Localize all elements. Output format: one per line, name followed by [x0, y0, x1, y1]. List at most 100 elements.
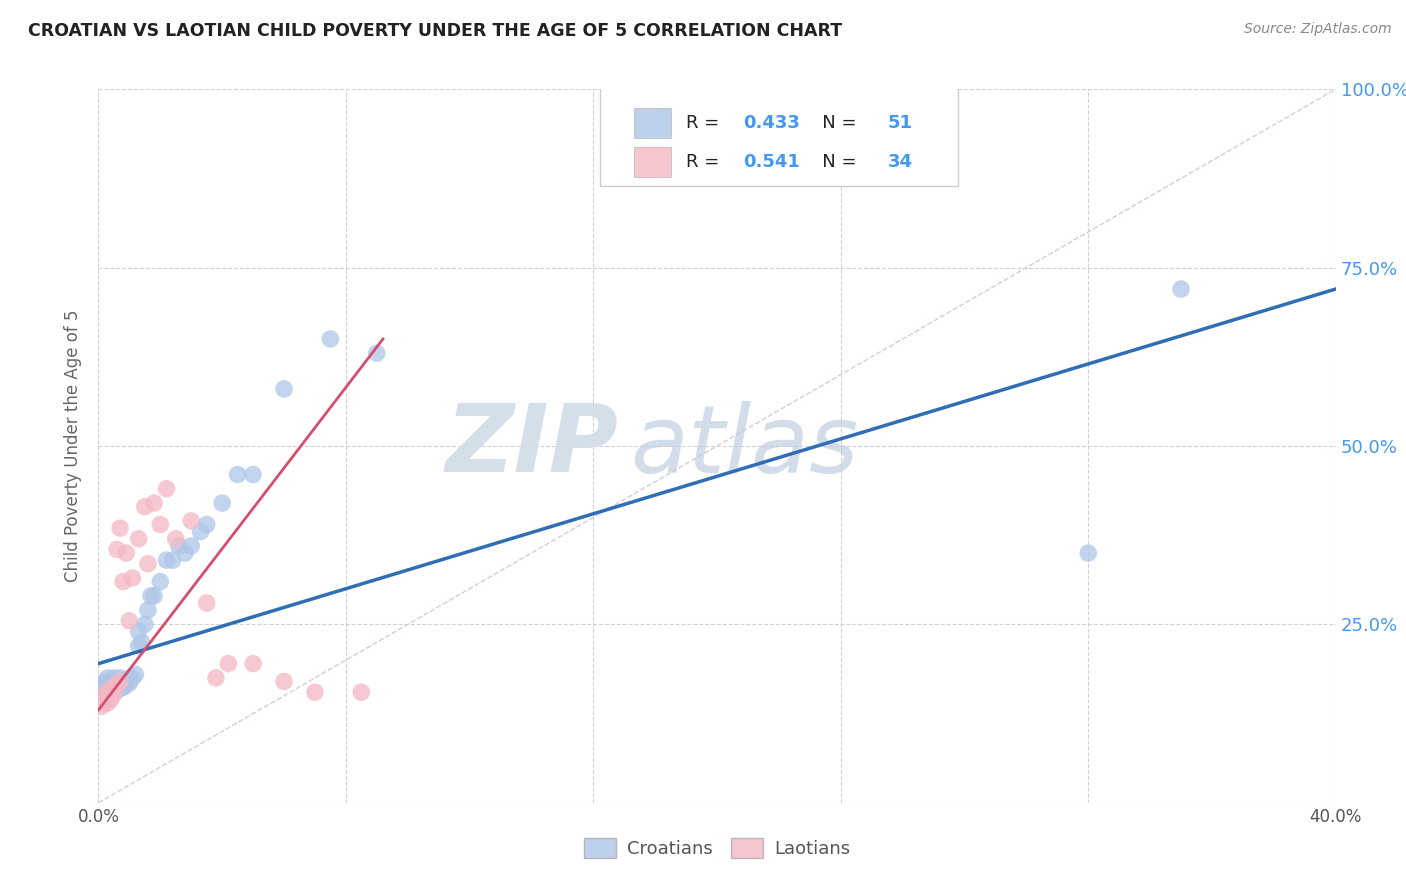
Point: [103, 671, 125, 685]
Point: [100, 685, 122, 699]
Point: [112, 674, 135, 689]
Point: [121, 671, 143, 685]
Point: [143, 496, 166, 510]
Point: [162, 553, 184, 567]
Point: [103, 687, 125, 701]
Point: [108, 521, 131, 535]
Point: [112, 680, 135, 694]
Point: [105, 678, 128, 692]
Text: CROATIAN VS LAOTIAN CHILD POVERTY UNDER THE AGE OF 5 CORRELATION CHART: CROATIAN VS LAOTIAN CHILD POVERTY UNDER …: [28, 22, 842, 40]
Point: [149, 517, 172, 532]
Point: [1170, 282, 1192, 296]
Point: [174, 546, 197, 560]
Point: [217, 657, 239, 671]
Point: [103, 683, 125, 698]
Point: [136, 557, 159, 571]
Point: [128, 639, 150, 653]
Text: N =: N =: [804, 153, 862, 171]
Point: [860, 107, 883, 121]
Point: [118, 676, 141, 690]
Point: [136, 603, 159, 617]
Point: [108, 674, 131, 689]
Point: [167, 539, 190, 553]
Point: [103, 674, 125, 689]
Point: [211, 496, 233, 510]
Point: [93, 696, 115, 710]
Point: [100, 676, 122, 690]
Point: [131, 635, 153, 649]
Point: [134, 500, 156, 514]
Text: N =: N =: [804, 114, 862, 132]
Point: [195, 517, 218, 532]
Point: [100, 681, 122, 696]
Text: R =: R =: [686, 114, 725, 132]
Point: [90, 685, 112, 699]
Point: [128, 532, 150, 546]
Point: [100, 681, 122, 696]
FancyBboxPatch shape: [634, 108, 671, 138]
Point: [93, 687, 115, 701]
Point: [155, 553, 177, 567]
Point: [93, 681, 115, 696]
Point: [90, 692, 112, 706]
Point: [103, 680, 125, 694]
Point: [226, 467, 249, 482]
Point: [205, 671, 228, 685]
Point: [143, 589, 166, 603]
FancyBboxPatch shape: [634, 147, 671, 178]
Point: [180, 514, 202, 528]
Point: [90, 678, 112, 692]
Point: [105, 542, 128, 557]
Point: [304, 685, 326, 699]
Point: [108, 671, 131, 685]
Point: [97, 671, 120, 685]
Point: [134, 617, 156, 632]
FancyBboxPatch shape: [599, 82, 959, 186]
Point: [115, 673, 138, 687]
Text: Source: ZipAtlas.com: Source: ZipAtlas.com: [1244, 22, 1392, 37]
Legend: Croatians, Laotians: Croatians, Laotians: [576, 830, 858, 865]
Point: [100, 692, 122, 706]
Point: [273, 382, 295, 396]
Point: [97, 685, 120, 699]
Point: [115, 546, 138, 560]
Text: 51: 51: [887, 114, 912, 132]
Point: [108, 676, 131, 690]
Point: [165, 532, 187, 546]
Point: [366, 346, 388, 360]
Point: [105, 678, 128, 692]
Point: [155, 482, 177, 496]
Y-axis label: Child Poverty Under the Age of 5: Child Poverty Under the Age of 5: [65, 310, 83, 582]
Point: [1077, 546, 1099, 560]
Point: [90, 699, 112, 714]
Point: [97, 696, 120, 710]
Point: [319, 332, 342, 346]
Point: [124, 667, 146, 681]
Point: [180, 539, 202, 553]
Text: 0.433: 0.433: [742, 114, 800, 132]
Point: [103, 680, 125, 694]
Point: [149, 574, 172, 589]
Point: [118, 614, 141, 628]
Text: 0.541: 0.541: [742, 153, 800, 171]
Point: [115, 678, 138, 692]
Text: atlas: atlas: [630, 401, 859, 491]
Text: 34: 34: [887, 153, 912, 171]
Point: [93, 674, 115, 689]
Point: [242, 657, 264, 671]
Point: [273, 674, 295, 689]
Point: [97, 689, 120, 703]
Point: [350, 685, 373, 699]
Text: R =: R =: [686, 153, 725, 171]
Point: [190, 524, 212, 539]
Point: [195, 596, 218, 610]
Point: [118, 671, 141, 685]
Point: [105, 683, 128, 698]
Point: [112, 574, 135, 589]
Point: [108, 681, 131, 696]
Point: [128, 624, 150, 639]
Text: ZIP: ZIP: [446, 400, 619, 492]
Point: [139, 589, 162, 603]
Point: [121, 571, 143, 585]
Point: [242, 467, 264, 482]
